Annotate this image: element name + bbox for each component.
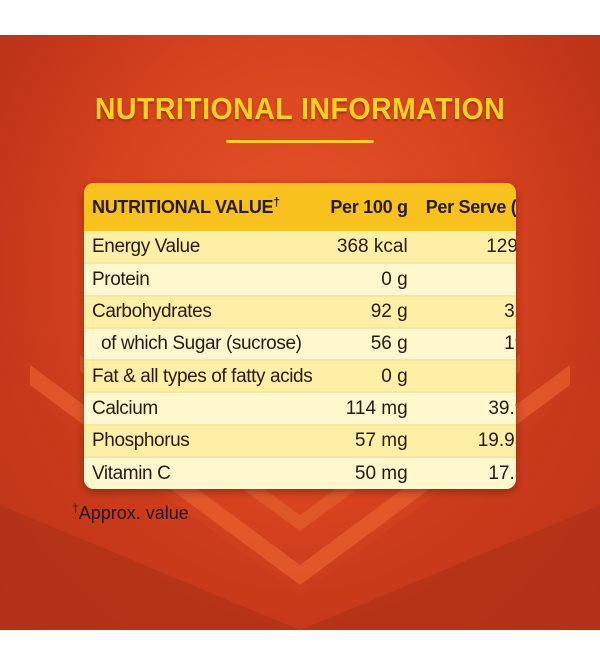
page-title: NUTRITIONAL INFORMATION [94,91,506,126]
row-per-100g: 56 g [322,326,418,360]
header-per-100g: Per 100 g [330,197,408,217]
row-label: Protein [84,262,323,296]
row-label: Vitamin C [84,455,323,489]
title-underline [226,140,374,143]
row-label: Calcium [84,391,323,425]
row-label: Energy Value [92,236,200,258]
table-row: Energy Value 368 kcal 129 kcal [84,231,516,264]
row-per-serve: 19.6 g [417,326,516,360]
row-per-serve: 0 g [417,358,516,393]
table-row: Carbohydrates 92 g 32.2 g [84,294,516,328]
header-per-serve: Per Serve (35 g) [425,197,516,217]
table-header-row: NUTRITIONAL VALUE† Per 100 g Per Serve (… [84,183,516,231]
row-per-serve: 19.95 mg [417,423,516,457]
table-row: of which Sugar (sucrose) 56 g 19.6 g [84,326,516,360]
row-per-100g: 0 g [322,262,418,296]
row-per-serve: 32.2 g [417,294,516,328]
table-row: Vitamin C 50 mg 17.5 mg [84,455,516,489]
row-per-100g: 50 mg [322,455,418,489]
table-row: Calcium 114 mg 39.9 mg [84,391,516,425]
nutrition-table: NUTRITIONAL VALUE† Per 100 g Per Serve (… [84,183,516,489]
row-per-serve: 17.5 mg [417,455,516,489]
footnote: †Approx. value [72,501,189,524]
row-label: Phosphorus [84,423,323,457]
nutrition-table-container: NUTRITIONAL VALUE† Per 100 g Per Serve (… [84,183,516,489]
row-per-100g: 114 mg [322,391,418,425]
row-per-100g: 0 g [322,358,418,393]
row-per-serve: 129 kcal [486,236,516,258]
dagger-mark: † [273,195,280,209]
row-per-serve: 39.9 mg [417,391,516,425]
table-row: Fat & all types of fatty acids 0 g 0 g [84,358,516,393]
row-per-serve: 0 g [417,262,516,296]
row-per-100g: 368 kcal [336,236,408,258]
table-row: Phosphorus 57 mg 19.95 mg [84,423,516,457]
nutrition-panel: NUTRITIONAL INFORMATION NUTRITIONAL VALU… [0,35,600,630]
row-per-100g: 92 g [322,294,418,328]
chevron-background-graphic [0,355,600,630]
table-row: Protein 0 g 0 g [84,262,516,296]
row-per-100g: 57 mg [322,423,418,457]
footnote-text: Approx. value [78,503,189,523]
row-label: of which Sugar (sucrose) [84,326,323,360]
header-nutritional-value: NUTRITIONAL VALUE† [92,195,280,217]
footnote-dagger: † [72,501,79,515]
row-label: Carbohydrates [84,294,323,328]
row-label: Fat & all types of fatty acids [84,358,323,393]
